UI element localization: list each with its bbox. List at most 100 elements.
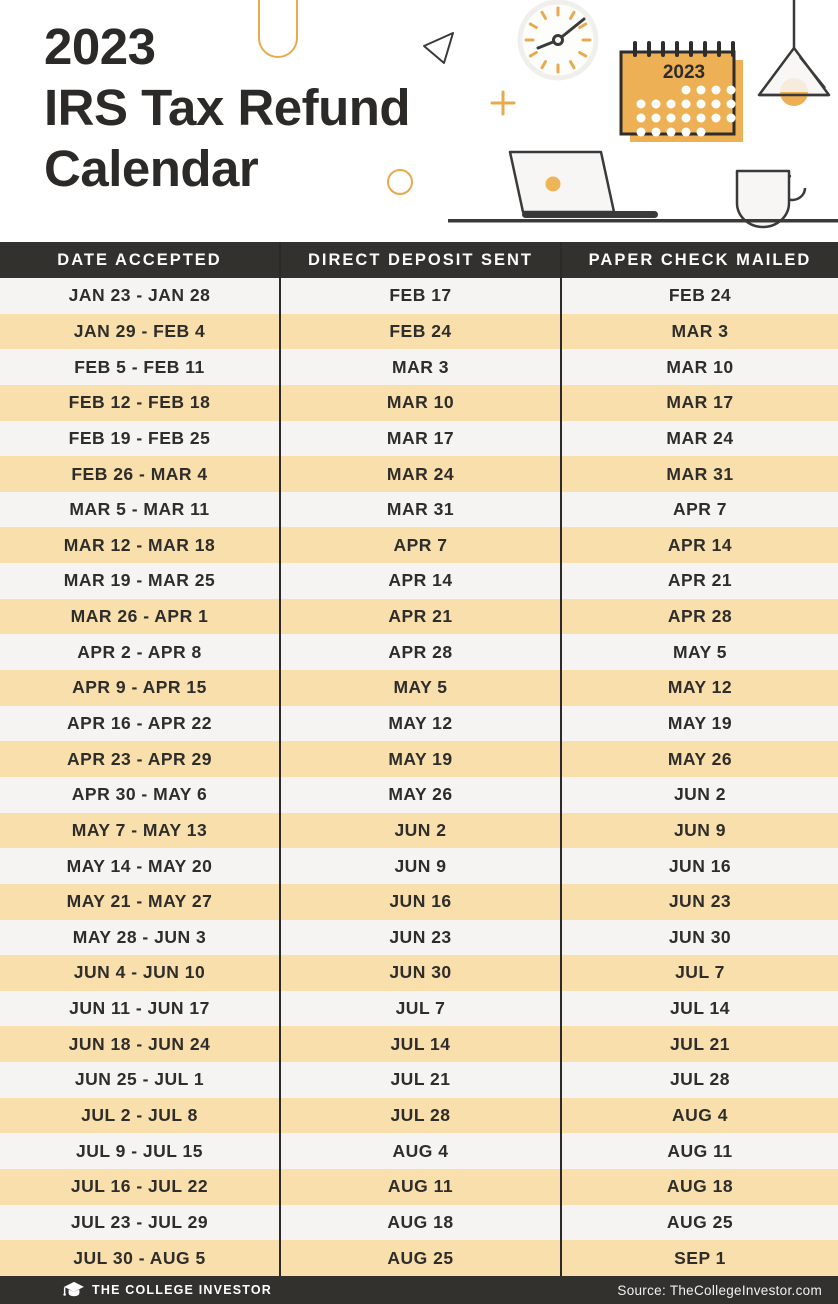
- table-cell: JUL 28: [560, 1062, 838, 1098]
- table-cell: JAN 23 - JAN 28: [68, 285, 211, 306]
- source-label: Source: TheCollegeInvestor.com: [617, 1282, 822, 1298]
- plus-icon: [490, 90, 516, 116]
- table-cell: JUN 4 - JUN 10: [73, 962, 206, 983]
- calendar-icon: 2023: [619, 41, 743, 142]
- table-row: MAR 12 - MAR 18 APR 7 APR 14: [0, 527, 838, 564]
- title-line-main: IRS Tax Refund: [44, 79, 411, 136]
- table-cell: JUN 16: [560, 848, 838, 884]
- table-row: JUL 2 - JUL 8 JUL 28 AUG 4: [0, 1097, 838, 1134]
- table-cell: JUL 14: [560, 990, 838, 1027]
- table-row: MAR 26 - APR 1 APR 21 APR 28: [0, 598, 838, 635]
- clock-icon: [517, 0, 599, 81]
- table-row: JUN 11 - JUN 17 JUL 7 JUL 14: [0, 990, 838, 1027]
- table-cell: JUL 16 - JUL 22: [70, 1176, 209, 1197]
- table-cell: APR 30 - MAY 6: [71, 784, 208, 805]
- table-row: APR 30 - MAY 6 MAY 26 JUN 2: [0, 776, 838, 813]
- table-cell: FEB 17: [279, 278, 560, 314]
- table-cell: JUN 30: [279, 955, 560, 991]
- table-cell: MAR 17: [560, 384, 838, 421]
- table-cell: APR 28: [279, 634, 560, 671]
- table-cell: JUN 11 - JUN 17: [69, 998, 210, 1019]
- table-cell: JUN 25 - JUL 1: [74, 1069, 205, 1090]
- table-cell: MAY 19: [560, 705, 838, 742]
- table-cell: JUN 9: [560, 812, 838, 849]
- table-cell: FEB 26 - MAR 4: [71, 463, 208, 484]
- table-cell: AUG 25: [279, 1240, 560, 1276]
- table-cell: JUL 14: [279, 1026, 560, 1063]
- graduation-cap-icon: [63, 1281, 84, 1297]
- table-cell: AUG 18: [560, 1169, 838, 1205]
- table-row: APR 23 - APR 29 MAY 19 MAY 26: [0, 741, 838, 777]
- table-cell: AUG 4: [279, 1133, 560, 1170]
- table-cell: JUL 28: [279, 1097, 560, 1134]
- table-cell: FEB 24: [279, 313, 560, 350]
- calendar-dots: [636, 85, 736, 137]
- table-cell: APR 2 - APR 8: [77, 641, 202, 662]
- table-cell: JUL 9 - JUL 15: [76, 1140, 203, 1161]
- table-cell: MAY 28 - JUN 3: [72, 926, 207, 947]
- table-cell: FEB 19 - FEB 25: [68, 427, 211, 448]
- table-cell: APR 7: [560, 491, 838, 528]
- table-row: APR 2 - APR 8 APR 28 MAY 5: [0, 634, 838, 671]
- table-cell: AUG 25: [560, 1204, 838, 1241]
- table-cell: MAR 24: [279, 456, 560, 492]
- table-cell: MAR 17: [279, 420, 560, 457]
- table-row: APR 16 - APR 22 MAY 12 MAY 19: [0, 705, 838, 742]
- coffee-cup-icon: [735, 169, 807, 229]
- table-cell: JUN 30: [560, 919, 838, 956]
- column-header-direct-deposit: DIRECT DEPOSIT SENT: [279, 242, 560, 278]
- column-header-paper-check: PAPER CHECK MAILED: [560, 242, 838, 278]
- table-cell: APR 21: [279, 598, 560, 635]
- table-cell: JUL 21: [279, 1062, 560, 1098]
- table-cell: MAY 12: [279, 705, 560, 742]
- table-row: JAN 29 - FEB 4 FEB 24 MAR 3: [0, 313, 838, 350]
- table-cell: MAY 26: [279, 776, 560, 813]
- table-cell: MAR 3: [279, 349, 560, 385]
- table-cell: MAY 5: [560, 634, 838, 671]
- table-row: MAY 7 - MAY 13 JUN 2 JUN 9: [0, 812, 838, 849]
- table-row: JUN 4 - JUN 10 JUN 30 JUL 7: [0, 955, 838, 991]
- table-cell: MAY 7 - MAY 13: [71, 819, 208, 840]
- footer-bar: THE COLLEGE INVESTOR Source: TheCollegeI…: [0, 1276, 838, 1304]
- laptop-icon: [508, 150, 658, 218]
- table-cell: APR 28: [560, 598, 838, 635]
- table-cell: JUN 2: [279, 812, 560, 849]
- table-cell: FEB 5 - FEB 11: [74, 356, 205, 377]
- pill-outline-icon: [258, 0, 298, 58]
- calendar-year-label: 2023: [663, 62, 705, 83]
- table-cell: FEB 24: [560, 278, 838, 314]
- title-line-sub: Calendar: [44, 140, 259, 197]
- table-cell: MAR 5 - MAR 11: [69, 499, 210, 520]
- table-cell: MAR 3: [560, 313, 838, 350]
- page-title: 2023 IRS Tax Refund Calendar: [44, 16, 411, 199]
- table-cell: JUL 23 - JUL 29: [70, 1211, 209, 1232]
- table-cell: JUL 7: [560, 955, 838, 991]
- table-cell: AUG 11: [279, 1169, 560, 1205]
- table-cell: JUN 2: [560, 776, 838, 813]
- title-line-year: 2023: [44, 18, 156, 75]
- table-cell: MAY 14 - MAY 20: [66, 855, 213, 876]
- table-cell: JAN 29 - FEB 4: [73, 320, 206, 341]
- table-cell: MAY 5: [279, 670, 560, 706]
- table-cell: MAR 10: [279, 384, 560, 421]
- table-cell: AUG 4: [560, 1097, 838, 1134]
- table-cell: MAR 19 - MAR 25: [63, 570, 216, 591]
- table-cell: MAY 19: [279, 741, 560, 777]
- table-cell: JUL 30 - AUG 5: [73, 1247, 206, 1268]
- table-cell: MAY 26: [560, 741, 838, 777]
- table-row: MAR 19 - MAR 25 APR 14 APR 21: [0, 563, 838, 599]
- brand-logo: THE COLLEGE INVESTOR: [63, 1281, 272, 1299]
- table-cell: APR 21: [560, 563, 838, 599]
- table-cell: JUN 23: [560, 883, 838, 920]
- table-cell: MAY 21 - MAY 27: [66, 891, 213, 912]
- table-cell: JUL 21: [560, 1026, 838, 1063]
- table-cell: APR 14: [279, 563, 560, 599]
- table-cell: JUL 2 - JUL 8: [81, 1105, 198, 1126]
- table-cell: JUN 9: [279, 848, 560, 884]
- table-cell: AUG 18: [279, 1204, 560, 1241]
- table-cell: MAR 10: [560, 349, 838, 385]
- hero-section: 2023: [0, 0, 838, 242]
- table-row: JUL 16 - JUL 22 AUG 11 AUG 18: [0, 1169, 838, 1205]
- table-cell: AUG 11: [560, 1133, 838, 1170]
- table-cell: MAR 24: [560, 420, 838, 457]
